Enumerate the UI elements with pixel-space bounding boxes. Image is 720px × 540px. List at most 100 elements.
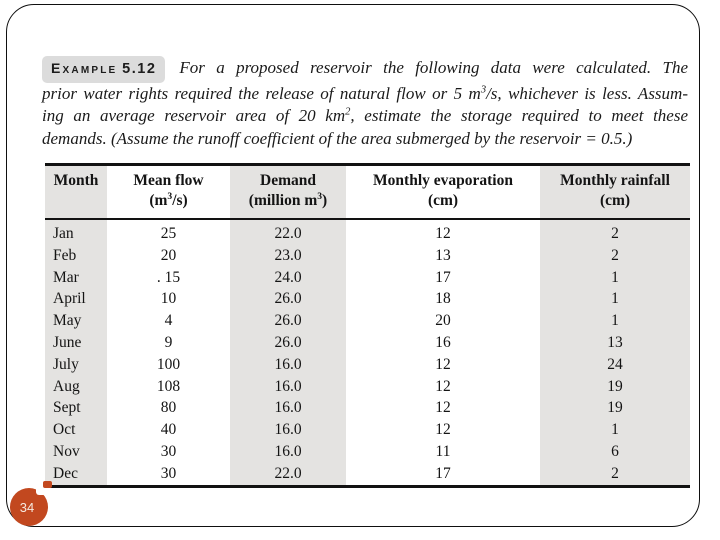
col-unit-text: (cm) [599, 192, 631, 209]
reservoir-data-table: Month Mean flow (m3/s) Demand (million m… [45, 163, 690, 488]
cell-demand: 16.0 [230, 419, 346, 441]
cell-mean-flow: 40 [160, 421, 177, 439]
paragraph-line-1: Example 5.12 For a proposed reservoir the… [42, 56, 688, 83]
cell-rainfall: 6 [540, 440, 690, 463]
cell-demand: 22.0 [230, 462, 346, 487]
superscript: 2 [345, 106, 351, 118]
col-unit: (m3/s) [109, 191, 228, 210]
cell-evaporation: 12 [435, 377, 451, 395]
table-row: April 10 26.0 18 1 [45, 288, 690, 311]
table-row: Sept 80 16.0 12 19 [45, 397, 690, 420]
table-header: Month Mean flow (m3/s) Demand (million m… [45, 164, 690, 220]
cell-evaporation: 12 [435, 225, 451, 242]
cell-evaporation: 17 [435, 268, 451, 286]
cell-rainfall: 13 [540, 331, 690, 354]
cell-mean-flow: 30 [160, 464, 177, 482]
cell-demand: 24.0 [230, 266, 346, 289]
table-row: May 4 26.0 20 1 [45, 310, 690, 332]
cell-demand: 16.0 [230, 397, 346, 420]
cell-evaporation: 11 [435, 442, 451, 460]
paragraph-line-2: prior water rights required the release … [42, 83, 688, 106]
cell-mean-flow: 9 [164, 333, 173, 351]
col-title: Mean flow [133, 172, 204, 189]
col-header-rainfall: Monthly rainfall (cm) [540, 164, 690, 220]
cell-month: Dec [45, 462, 107, 487]
cell-rainfall: 2 [540, 244, 690, 267]
page-number: 34 [19, 499, 35, 515]
cell-evaporation: 12 [435, 399, 451, 417]
cell-rainfall: 24 [540, 353, 690, 376]
paragraph-line-4: demands. (Assume the runoff coefficient … [42, 128, 688, 151]
table-row: June 9 26.0 16 13 [45, 331, 690, 354]
cell-demand: 16.0 [230, 353, 346, 376]
col-title: Monthly evaporation [373, 172, 513, 189]
col-header-month: Month [45, 164, 107, 220]
table-row: Mar . 15 24.0 17 1 [45, 266, 690, 289]
cell-rainfall: 1 [540, 266, 690, 289]
example-badge-label: Example [51, 60, 118, 76]
col-unit-text: /s) [172, 192, 188, 209]
cell-month: Feb [45, 244, 107, 267]
paragraph-text: demands. (Assume the runoff coefficient … [42, 128, 633, 148]
cell-month: Nov [45, 440, 107, 463]
page-number-badge: 34 [10, 481, 52, 526]
col-unit-text: (cm) [427, 192, 459, 209]
col-unit: (cm) [542, 191, 688, 210]
table-row: Jan 25 22.0 12 2 [45, 219, 690, 245]
col-header-mean-flow: Mean flow (m3/s) [107, 164, 230, 220]
circle-notch-square [43, 481, 52, 488]
col-title: Demand [260, 172, 316, 189]
cell-rainfall: 1 [540, 288, 690, 311]
cell-mean-flow: 20 [160, 246, 177, 264]
cell-mean-flow: 4 [164, 312, 173, 330]
circle-notch [36, 485, 49, 495]
cell-evaporation: 18 [435, 290, 451, 308]
cell-evaporation: 20 [435, 312, 451, 330]
cell-mean-flow: 25 [160, 225, 177, 242]
table-body: Jan 25 22.0 12 2 Feb 20 23.0 13 2 Mar . … [45, 219, 690, 487]
superscript: 3 [480, 83, 487, 95]
cell-rainfall: 19 [540, 375, 690, 398]
cell-demand: 16.0 [230, 375, 346, 398]
cell-evaporation: 16 [435, 333, 451, 351]
cell-evaporation: 17 [435, 464, 451, 482]
cell-month: Mar [45, 266, 107, 289]
paragraph-text: , estimate the storage required to meet … [350, 106, 688, 126]
table-row: Aug 108 16.0 12 19 [45, 375, 690, 398]
cell-rainfall: 19 [540, 397, 690, 420]
paragraph-text: ing an average reservoir area of 20 km [42, 106, 346, 126]
cell-month: Sept [45, 397, 107, 420]
col-unit-sup: 3 [317, 190, 323, 202]
cell-rainfall: 2 [540, 462, 690, 487]
cell-mean-flow: 100 [156, 355, 181, 373]
col-header-demand: Demand (million m3) [230, 164, 346, 220]
col-unit-text: ) [322, 192, 328, 209]
cell-evaporation: 12 [435, 355, 451, 373]
table-row: Oct 40 16.0 12 1 [45, 419, 690, 441]
cell-month: Oct [45, 419, 107, 441]
cell-mean-flow: . 15 [156, 268, 181, 286]
paragraph-text: prior water rights required the release … [42, 83, 481, 103]
cell-mean-flow: 80 [160, 399, 177, 417]
cell-mean-flow: 108 [156, 377, 181, 395]
cell-mean-flow: 10 [160, 290, 177, 308]
paragraph-text: For a proposed reservoir the following d… [179, 58, 688, 77]
col-title: Monthly rainfall [560, 172, 670, 189]
cell-month: July [45, 353, 107, 376]
col-title: Month [53, 172, 99, 189]
cell-month: May [45, 310, 107, 332]
example-badge: Example 5.12 [42, 56, 166, 83]
paragraph-line-3: ing an average reservoir area of 20 km2,… [42, 105, 688, 128]
cell-mean-flow: 30 [160, 442, 177, 460]
cell-month: June [45, 331, 107, 354]
col-unit-text: (m [149, 192, 168, 209]
example-paragraph: Example 5.12 For a proposed reservoir the… [42, 56, 688, 150]
col-unit-text: (million m [248, 192, 318, 209]
col-unit-sup: 3 [167, 190, 173, 202]
table-row: Feb 20 23.0 13 2 [45, 244, 690, 267]
example-badge-number: 5.12 [122, 61, 157, 77]
cell-demand: 26.0 [230, 288, 346, 311]
col-header-evaporation: Monthly evaporation (cm) [346, 164, 540, 220]
cell-demand: 22.0 [230, 219, 346, 245]
